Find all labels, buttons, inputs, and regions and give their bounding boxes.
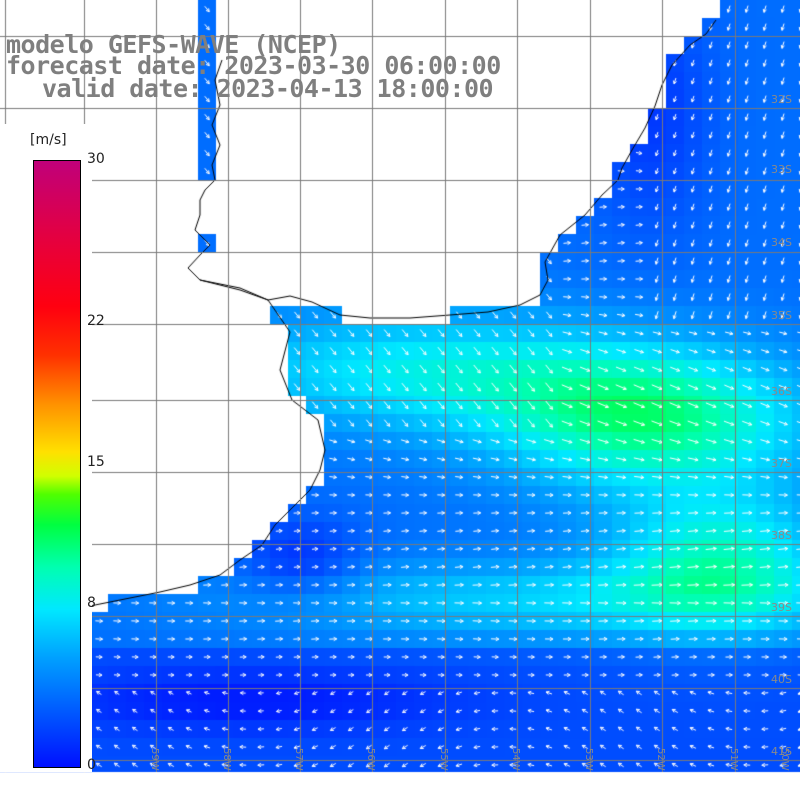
colorbar-unit: [m/s] [30,132,67,148]
colorbar-tick-label: 8 [87,595,96,612]
valid-date: valid date: 2023-04-13 18:00:00 [42,74,494,103]
colorbar-tick-label: 30 [87,151,105,167]
longitude-label: 55W [438,748,449,771]
latitude-label: 33S [771,163,792,176]
longitude-label: 52W [655,748,666,771]
forecast-date: forecast date: 2023-03-30 06:00:00 [6,51,501,80]
colorbar-tick-label: 15 [87,454,105,470]
model-title: modelo GEFS-WAVE (NCEP) [6,30,341,59]
longitude-label: 51W [728,748,739,771]
latitude-label: 38S [771,529,792,542]
colorbar-tick-label: 22 [87,312,105,329]
latitude-label: 36S [771,385,792,398]
latitude-label: 41S [771,745,792,758]
longitude-label: 50W [779,748,790,771]
latitude-label: 37S [771,457,792,470]
latitude-label: 32S [771,93,792,106]
latitude-label: 34S [771,236,792,249]
longitude-label: 53W [583,748,594,771]
longitude-label: 56W [365,748,376,771]
longitude-label: 54W [510,748,521,771]
latitude-label: 40S [771,673,792,686]
colorbar-tick-label: 0 [87,757,96,773]
longitude-label: 57W [293,748,304,771]
longitude-label: 59W [149,748,160,771]
latitude-label: 35S [771,309,792,322]
latitude-label: 39S [771,601,792,614]
longitude-label: 58W [221,748,232,771]
colorbar-scale [33,160,81,768]
